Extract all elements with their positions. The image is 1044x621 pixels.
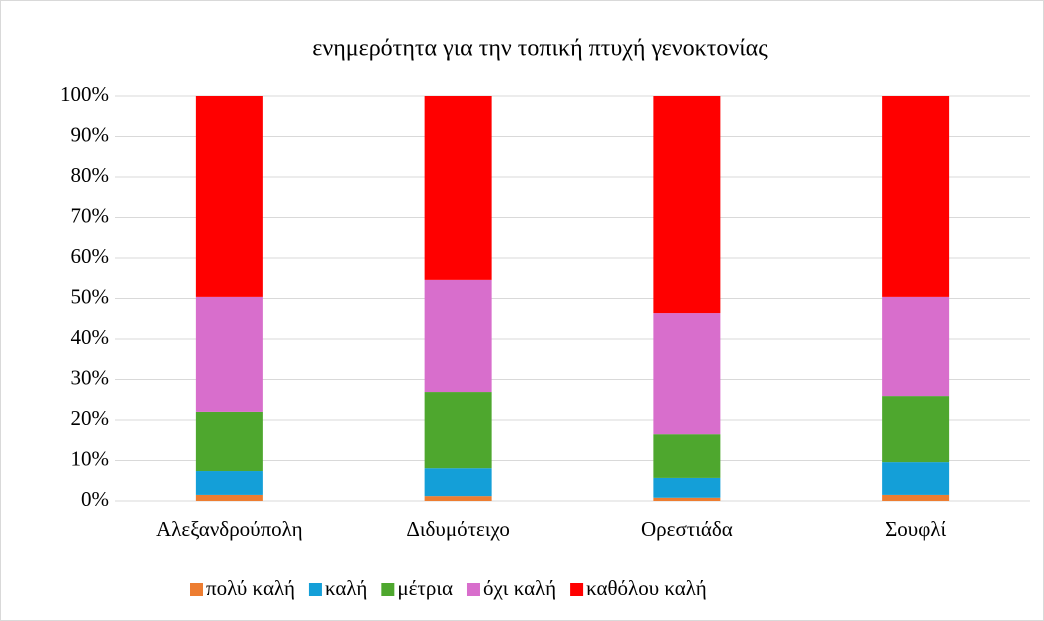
legend-label: καθόλου καλή (586, 576, 707, 600)
bar-segment (882, 462, 950, 495)
bar-segment (424, 96, 492, 280)
bar-segment (424, 496, 492, 501)
x-tick-label: Αλεξανδρούπολη (156, 517, 303, 541)
y-tick-label: 60% (71, 244, 110, 268)
bar-segment (653, 96, 721, 314)
bar-segment (195, 471, 263, 495)
y-tick-label: 100% (60, 82, 109, 106)
legend-label: πολύ καλή (206, 576, 295, 600)
y-tick-label: 40% (71, 325, 110, 349)
y-tick-label: 80% (71, 163, 110, 187)
bar-segment (882, 494, 950, 501)
bar-segment (882, 296, 950, 397)
bar-segment (424, 468, 492, 497)
x-tick-label: Ορεστιάδα (641, 517, 733, 541)
bar-segment (653, 497, 721, 501)
bar-segment (424, 392, 492, 469)
x-tick-label: Σουφλί (885, 517, 946, 541)
bar-segment (653, 434, 721, 478)
y-tick-label: 20% (71, 406, 110, 430)
bar-segment (653, 477, 721, 498)
bar-segment (195, 96, 263, 297)
bar-segment (424, 279, 492, 393)
chart-title: ενημερότητα για την τοπική πτυχή γενοκτο… (312, 36, 768, 62)
legend-label: μέτρια (397, 576, 453, 600)
bar-segment (882, 396, 950, 463)
y-tick-label: 90% (71, 122, 110, 146)
bar-segment (195, 296, 263, 412)
legend-swatch (190, 583, 203, 596)
bar-segment (653, 313, 721, 435)
legend-swatch (466, 583, 480, 596)
legend-swatch (381, 583, 395, 596)
legend-swatch (570, 583, 584, 596)
legend-label: όχι καλή (483, 576, 556, 600)
y-tick-label: 0% (81, 487, 109, 511)
y-tick-label: 30% (71, 365, 110, 389)
y-tick-label: 10% (71, 446, 110, 470)
legend-swatch (308, 583, 322, 596)
legend-label: καλή (325, 576, 367, 600)
bar-segment (882, 96, 950, 297)
x-tick-label: Διδυμότειχο (406, 517, 509, 541)
y-tick-label: 70% (71, 203, 110, 227)
y-tick-label: 50% (71, 284, 110, 308)
bar-segment (195, 411, 263, 472)
bar-segment (195, 494, 263, 501)
